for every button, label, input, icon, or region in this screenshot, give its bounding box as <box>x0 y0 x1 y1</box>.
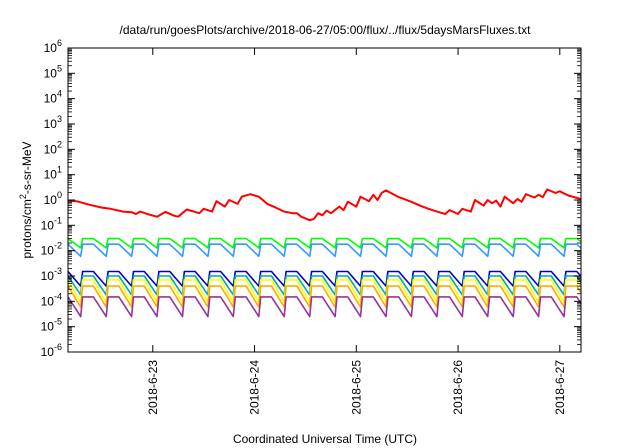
series-line-3 <box>68 243 581 258</box>
y-tick-label-10: 104 <box>44 89 62 106</box>
y-tick-label-1: 10-5 <box>41 317 62 334</box>
series-line-2 <box>68 237 581 249</box>
y-tick-label-7: 101 <box>44 165 62 182</box>
x-axis-ticks: 2018-6-23 2018-6-24 2018-6-25 2018-6-26 2018… <box>146 48 567 415</box>
x-tick-label-0: 2018-6-23 <box>146 360 160 415</box>
series-layer <box>68 188 581 318</box>
series-line-7 <box>68 285 581 308</box>
y-axis-label: protons/cm2-s-sr-MeV <box>18 141 34 258</box>
y-tick-label-0: 10-6 <box>41 342 62 359</box>
y-tick-label-5: 10-1 <box>41 215 62 232</box>
plot-frame <box>67 47 582 353</box>
x-tick-label-1: 2018-6-24 <box>248 360 262 415</box>
x-tick-label-4: 2018-6-27 <box>553 360 567 415</box>
y-axis-ticks: 10-6 10-5 10-4 10-3 10-2 10-1 100 101 102 103 104 1… <box>41 38 581 359</box>
y-tick-label-3: 10-3 <box>41 266 62 283</box>
y-tick-label-4: 10-2 <box>41 241 62 258</box>
x-axis-label: Coordinated Universal Time (UTC) <box>233 432 417 446</box>
y-tick-label-11: 105 <box>44 63 62 80</box>
y-tick-label-9: 103 <box>44 114 62 131</box>
y-axis-label-sup: 2 <box>18 194 28 199</box>
y-tick-label-2: 10-4 <box>41 291 62 308</box>
x-tick-label-3: 2018-6-26 <box>451 360 465 415</box>
y-axis-label-pre: protons/cm <box>20 199 34 258</box>
y-tick-label-8: 102 <box>44 139 62 156</box>
x-tick-label-2: 2018-6-25 <box>349 360 363 415</box>
series-line-1 <box>68 188 581 222</box>
chart-title: /data/run/goesPlots/archive/2018-06-27/0… <box>120 23 532 37</box>
y-tick-label-6: 100 <box>44 190 62 207</box>
y-axis-label-post: -s-sr-MeV <box>20 141 34 194</box>
series-line-8 <box>68 296 581 318</box>
y-tick-label-12: 106 <box>44 38 62 55</box>
